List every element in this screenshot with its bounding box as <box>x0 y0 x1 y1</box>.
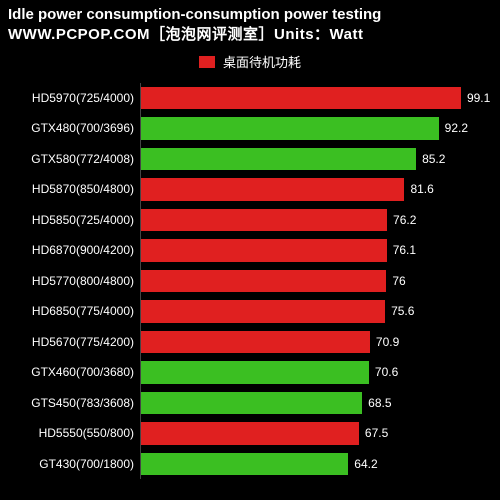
bar-value: 76.1 <box>393 243 416 257</box>
bar-value: 67.5 <box>365 426 388 440</box>
bar-value: 70.6 <box>375 365 398 379</box>
chart-header: Idle power consumption-consumption power… <box>0 0 500 46</box>
bar-zone: 76.1 <box>140 235 480 266</box>
bar-zone: 64.2 <box>140 449 480 480</box>
bar-label: HD5550(550/800) <box>0 426 140 440</box>
bar <box>141 361 369 384</box>
bar-zone: 70.9 <box>140 327 480 358</box>
bar-value: 64.2 <box>354 457 377 471</box>
bar-label: GTX480(700/3696) <box>0 121 140 135</box>
bar-value: 76.2 <box>393 213 416 227</box>
legend-label: 桌面待机功耗 <box>223 52 301 71</box>
chart-row: HD5550(550/800) 67.5 <box>0 418 480 449</box>
bar-value: 75.6 <box>391 304 414 318</box>
bar-label: GT430(700/1800) <box>0 457 140 471</box>
bar-zone: 76 <box>140 266 480 297</box>
chart-legend: 桌面待机功耗 <box>0 46 500 83</box>
chart-subtitle: WWW.PCPOP.COM［泡泡网评测室］Units：Watt <box>8 23 492 44</box>
bar <box>141 239 387 262</box>
bar <box>141 300 385 323</box>
bar <box>141 148 416 171</box>
chart-plot: HD5970(725/4000)99.1GTX480(700/3696)92.2… <box>0 83 480 480</box>
bar <box>141 422 359 445</box>
bar <box>141 117 439 140</box>
chart-row: GTX580(772/4008) 85.2 <box>0 144 480 175</box>
bar-zone: 76.2 <box>140 205 480 236</box>
bar-value: 99.1 <box>467 91 490 105</box>
bar-value: 92.2 <box>445 121 468 135</box>
bar-zone: 75.6 <box>140 296 480 327</box>
bar-zone: 92.2 <box>140 113 480 144</box>
bar-label: HD5870(850/4800) <box>0 182 140 196</box>
bar-label: GTX580(772/4008) <box>0 152 140 166</box>
bar-value: 68.5 <box>368 396 391 410</box>
chart-row: HD5850(725/4000) 76.2 <box>0 205 480 236</box>
bar-label: GTX460(700/3680) <box>0 365 140 379</box>
bar-value: 70.9 <box>376 335 399 349</box>
chart-row: GTX480(700/3696) 92.2 <box>0 113 480 144</box>
bar-label: HD5970(725/4000) <box>0 91 140 105</box>
legend-swatch <box>199 56 215 68</box>
bar-zone: 70.6 <box>140 357 480 388</box>
bar-value: 81.6 <box>410 182 433 196</box>
bar <box>141 392 362 415</box>
chart-row: HD5970(725/4000)99.1 <box>0 83 480 114</box>
chart-row: GTX460(700/3680) 70.6 <box>0 357 480 388</box>
bar <box>141 178 404 201</box>
bar-label: GTS450(783/3608) <box>0 396 140 410</box>
chart-row: HD6870(900/4200) 76.1 <box>0 235 480 266</box>
bar-zone: 99.1 <box>140 83 480 114</box>
chart-area: HD5970(725/4000)99.1GTX480(700/3696)92.2… <box>0 83 500 480</box>
bar-zone: 81.6 <box>140 174 480 205</box>
bar-label: HD6850(775/4000) <box>0 304 140 318</box>
bar-label: HD5850(725/4000) <box>0 213 140 227</box>
bar-zone: 85.2 <box>140 144 480 175</box>
chart-row: HD5870(850/4800) 81.6 <box>0 174 480 205</box>
bar <box>141 270 386 293</box>
bar <box>141 331 370 354</box>
chart-title: Idle power consumption-consumption power… <box>8 6 492 23</box>
bar <box>141 209 387 232</box>
legend-item: 桌面待机功耗 <box>199 52 301 71</box>
bar <box>141 453 348 476</box>
chart-row: GTS450(783/3608) 68.5 <box>0 388 480 419</box>
bar-label: HD5670(775/4200) <box>0 335 140 349</box>
bar-value: 85.2 <box>422 152 445 166</box>
chart-row: HD5770(800/4800) 76 <box>0 266 480 297</box>
chart-row: HD5670(775/4200) 70.9 <box>0 327 480 358</box>
chart-row: GT430(700/1800) 64.2 <box>0 449 480 480</box>
bar-zone: 68.5 <box>140 388 480 419</box>
bar <box>141 87 461 110</box>
bar-label: HD5770(800/4800) <box>0 274 140 288</box>
bar-value: 76 <box>392 274 405 288</box>
bar-label: HD6870(900/4200) <box>0 243 140 257</box>
chart-row: HD6850(775/4000) 75.6 <box>0 296 480 327</box>
bar-zone: 67.5 <box>140 418 480 449</box>
